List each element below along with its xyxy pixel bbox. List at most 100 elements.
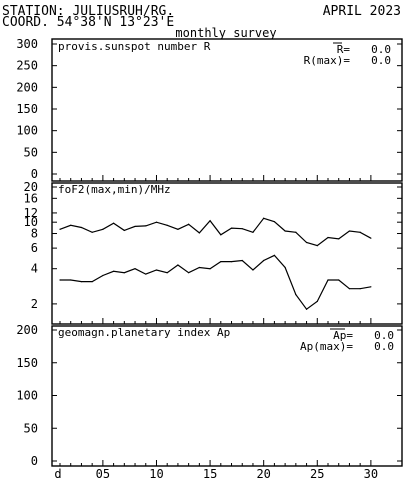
fof2-data-point — [327, 279, 329, 281]
fof2-data-point — [134, 268, 136, 270]
fof2-data-point — [113, 222, 115, 224]
y-tick-label: 50 — [24, 145, 38, 159]
y-tick-label: 20 — [24, 180, 38, 194]
fof2-data-point — [113, 270, 115, 272]
month-label: APRIL 2023 — [323, 4, 401, 19]
ap-stat-label-0: Ap= — [333, 329, 353, 342]
fof2-data-point — [80, 281, 83, 283]
fof2-data-point — [155, 269, 158, 271]
sunspot-title: provis.sunspot number R — [58, 40, 211, 53]
x-tick-label: 05 — [96, 467, 110, 480]
y-tick-label: 2 — [31, 297, 38, 311]
x-tick-label: 20 — [256, 467, 270, 480]
fof2-data-point — [155, 221, 158, 223]
sunspot-stat-label-1: R(max)= — [304, 54, 351, 67]
fof2-data-point — [295, 294, 297, 296]
y-tick-label: 200 — [16, 80, 38, 94]
y-tick-label: 50 — [24, 421, 38, 435]
fof2-title: foF2(max,min)/MHz — [58, 183, 171, 196]
fof2-data-point — [252, 269, 254, 271]
fof2-data-point — [166, 224, 168, 226]
fof2-data-point — [359, 231, 361, 233]
ap-stat-value-1: 0.0 — [374, 340, 394, 353]
y-tick-label: 300 — [16, 37, 38, 51]
fof2-data-point — [198, 232, 200, 234]
fof2-data-point — [59, 279, 61, 281]
coord-label: COORD. 54°38'N 13°23'E — [2, 15, 174, 30]
fof2-data-point — [91, 281, 93, 283]
y-tick-label: 150 — [16, 356, 38, 370]
fof2-data-point — [327, 236, 329, 239]
ap-title: geomagn.planetary index Ap — [58, 326, 230, 339]
fof2-data-point — [295, 231, 297, 233]
y-tick-label: 150 — [16, 102, 38, 116]
fof2-data-point — [123, 272, 125, 274]
y-tick-label: 100 — [16, 124, 38, 138]
y-tick-label: 250 — [16, 59, 38, 73]
x-tick-label: 30 — [364, 467, 378, 480]
fof2-data-point — [166, 272, 168, 274]
ap-stat-label-1: Ap(max)= — [300, 340, 353, 353]
fof2-data-point — [230, 261, 233, 263]
fof2-data-point — [305, 308, 308, 310]
sunspot-stat-label-0: R= — [337, 43, 351, 56]
y-tick-label: 12 — [24, 206, 38, 220]
fof2-data-point — [370, 237, 372, 239]
survey-label: monthly survey — [175, 26, 276, 40]
fof2-data-point — [220, 234, 222, 236]
fof2-data-point — [188, 223, 190, 225]
fof2-series — [59, 217, 372, 311]
fof2-data-point — [198, 266, 200, 269]
ap-y-ticks: 200 150 100 50 0 — [16, 323, 402, 468]
fof2-data-point — [370, 286, 372, 288]
y-tick-label: 200 — [16, 323, 38, 337]
fof2-data-point — [102, 274, 104, 277]
fof2-data-point — [273, 254, 275, 256]
fof2-data-point — [209, 220, 211, 222]
x-tick-label: 25 — [310, 467, 324, 480]
fof2-data-point — [263, 217, 265, 219]
fof2-data-point — [80, 226, 83, 229]
y-tick-label: 16 — [24, 191, 38, 205]
y-tick-label: 10 — [24, 215, 38, 229]
x-axis: d 05 10 15 20 25 30 — [54, 175, 378, 480]
fof2-data-point — [252, 231, 254, 233]
y-tick-label: 4 — [31, 262, 38, 276]
y-tick-label: 0 — [31, 454, 38, 468]
y-tick-label: 100 — [16, 389, 38, 403]
fof2-data-point — [348, 288, 351, 290]
ap-stat-value-0: 0.0 — [374, 329, 394, 342]
fof2-data-point — [220, 261, 222, 263]
fof2-data-point — [284, 230, 286, 232]
fof2-data-point — [348, 230, 351, 232]
fof2-data-point — [70, 224, 72, 226]
fof2-data-point — [177, 228, 179, 230]
fof2-data-point — [284, 266, 286, 269]
fof2-data-point — [145, 273, 147, 275]
fof2-data-point — [359, 288, 361, 290]
fof2-data-point — [338, 238, 340, 240]
fof2-data-point — [145, 225, 147, 227]
fof2-data-point — [123, 229, 125, 232]
fof2-frame — [51, 182, 403, 325]
x-tick-label: 15 — [203, 467, 217, 480]
fof2-data-point — [59, 228, 61, 230]
fof2-data-point — [209, 268, 211, 270]
fof2-max-line — [59, 217, 372, 247]
station-label: STATION: JULIUSRUH/RG. — [2, 4, 174, 19]
fof2-data-point — [230, 227, 233, 229]
y-tick-label: 8 — [31, 227, 38, 241]
sunspot-frame — [51, 38, 403, 182]
fof2-min-line — [60, 254, 371, 311]
fof2-data-point — [177, 264, 179, 266]
fof2-data-point — [305, 241, 308, 244]
sunspot-stat-value-1: 0.0 — [371, 54, 391, 67]
x-tick-label: d — [54, 467, 61, 480]
fof2-data-point — [134, 225, 136, 228]
y-tick-label: 6 — [31, 241, 38, 255]
fof2-data-point — [316, 245, 318, 247]
